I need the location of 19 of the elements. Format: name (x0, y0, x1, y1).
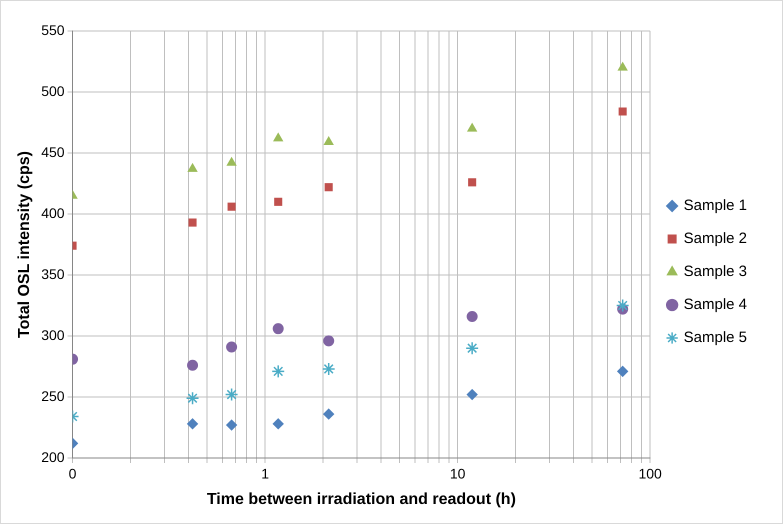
y-tick-label: 200 (41, 448, 65, 465)
y-tick-label: 350 (41, 266, 65, 282)
x-axis-title: Time between irradiation and readout (h) (206, 490, 516, 508)
y-tick-label: 550 (41, 22, 65, 38)
legend-label: Sample 2 (684, 230, 748, 248)
legend-label: Sample 3 (684, 263, 748, 280)
legend-label: Sample 1 (684, 197, 748, 214)
y-axis-title: Total OSL intensity (cps) (16, 151, 34, 338)
y-tick-label: 400 (41, 204, 65, 221)
x-tick-label: 0 (68, 465, 77, 482)
x-tick-label: 1 (261, 465, 270, 482)
y-tick-label: 300 (41, 326, 65, 343)
legend-label: Sample 4 (684, 296, 748, 314)
x-tick-label: 100 (638, 465, 662, 482)
y-tick-label: 450 (41, 144, 65, 160)
y-tick-label: 500 (41, 82, 65, 99)
legend-label: Sample 5 (684, 329, 748, 346)
x-tick-label: 10 (450, 465, 466, 482)
y-tick-label: 250 (41, 388, 65, 404)
